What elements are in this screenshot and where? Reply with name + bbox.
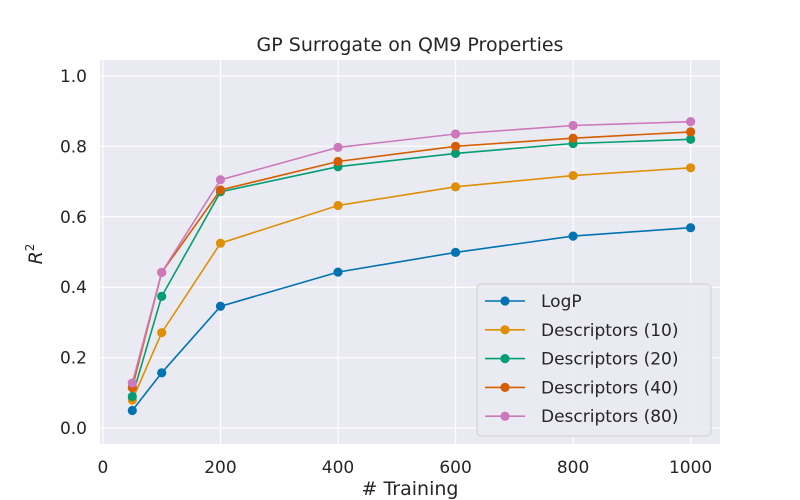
series-5	[127, 117, 696, 388]
y-axis-label-superscript: 2	[23, 244, 37, 252]
legend-item: Descriptors (10)	[485, 321, 678, 341]
y-tick-label: 0.6	[60, 208, 87, 228]
data-point	[568, 120, 578, 131]
y-tick-label: 0.0	[60, 419, 87, 439]
data-point	[215, 185, 226, 195]
data-point	[568, 170, 578, 181]
data-point	[215, 238, 226, 248]
data-point	[333, 142, 343, 152]
x-tick-label: 600	[439, 458, 471, 478]
y-axis-label-main: R	[25, 251, 47, 264]
data-point	[127, 391, 137, 402]
x-tick-label: 0	[98, 458, 109, 478]
data-point	[686, 134, 696, 144]
legend-label: Descriptors (20)	[541, 350, 678, 370]
legend-marker	[500, 325, 510, 335]
data-point	[450, 247, 461, 257]
data-point	[127, 378, 137, 388]
y-tick-label: 0.4	[60, 278, 87, 298]
data-point	[333, 200, 343, 211]
legend-item: Descriptors (20)	[485, 350, 678, 370]
data-point	[157, 291, 167, 301]
data-point	[686, 117, 696, 127]
legend-box	[476, 283, 712, 437]
series-1	[127, 223, 696, 416]
data-point	[157, 368, 167, 378]
data-point	[450, 148, 461, 158]
data-point	[568, 231, 578, 241]
data-point	[333, 156, 343, 167]
data-point	[568, 133, 578, 143]
series-layer	[127, 117, 696, 416]
tick-labels: 0 200 400 600 800 1000 0.0 0.2 0.4 0.6 0.8 1.0	[60, 67, 712, 478]
x-tick-label: 400	[322, 458, 354, 478]
legend-item: Descriptors (80)	[485, 407, 678, 427]
x-tick-label: 200	[204, 458, 236, 478]
data-point	[157, 328, 167, 338]
legend-label: Descriptors (10)	[541, 321, 678, 341]
y-axis-label: R2	[23, 244, 47, 265]
data-point	[450, 182, 461, 192]
data-point	[686, 163, 696, 173]
y-tick-label: 0.2	[60, 349, 87, 369]
data-point	[450, 129, 461, 139]
legend-marker	[500, 382, 510, 392]
data-point	[215, 301, 226, 311]
legend-label: Descriptors (80)	[541, 407, 678, 427]
y-tick-label: 1.0	[60, 67, 87, 87]
data-point	[157, 267, 167, 278]
legend-marker	[500, 354, 510, 364]
x-tick-label: 800	[557, 458, 589, 478]
data-point	[215, 175, 226, 185]
x-axis-label: # Training	[362, 478, 459, 500]
data-point	[686, 223, 696, 233]
legend-marker	[500, 411, 510, 421]
chart-title: GP Surrogate on QM9 Properties	[257, 34, 564, 56]
data-point	[333, 267, 343, 277]
legend-marker	[500, 296, 510, 306]
data-point	[686, 127, 696, 137]
legend-label: Descriptors (40)	[541, 378, 678, 398]
y-tick-label: 0.8	[60, 137, 87, 157]
legend-item: LogP	[485, 292, 582, 312]
legend-item: Descriptors (40)	[485, 378, 678, 398]
data-point	[450, 141, 461, 151]
legend-label: LogP	[541, 292, 582, 312]
legend: LogP Descriptors (10) Descriptors (20) Desc…	[476, 283, 712, 437]
x-tick-label: 1000	[669, 458, 712, 478]
data-point	[127, 405, 137, 416]
